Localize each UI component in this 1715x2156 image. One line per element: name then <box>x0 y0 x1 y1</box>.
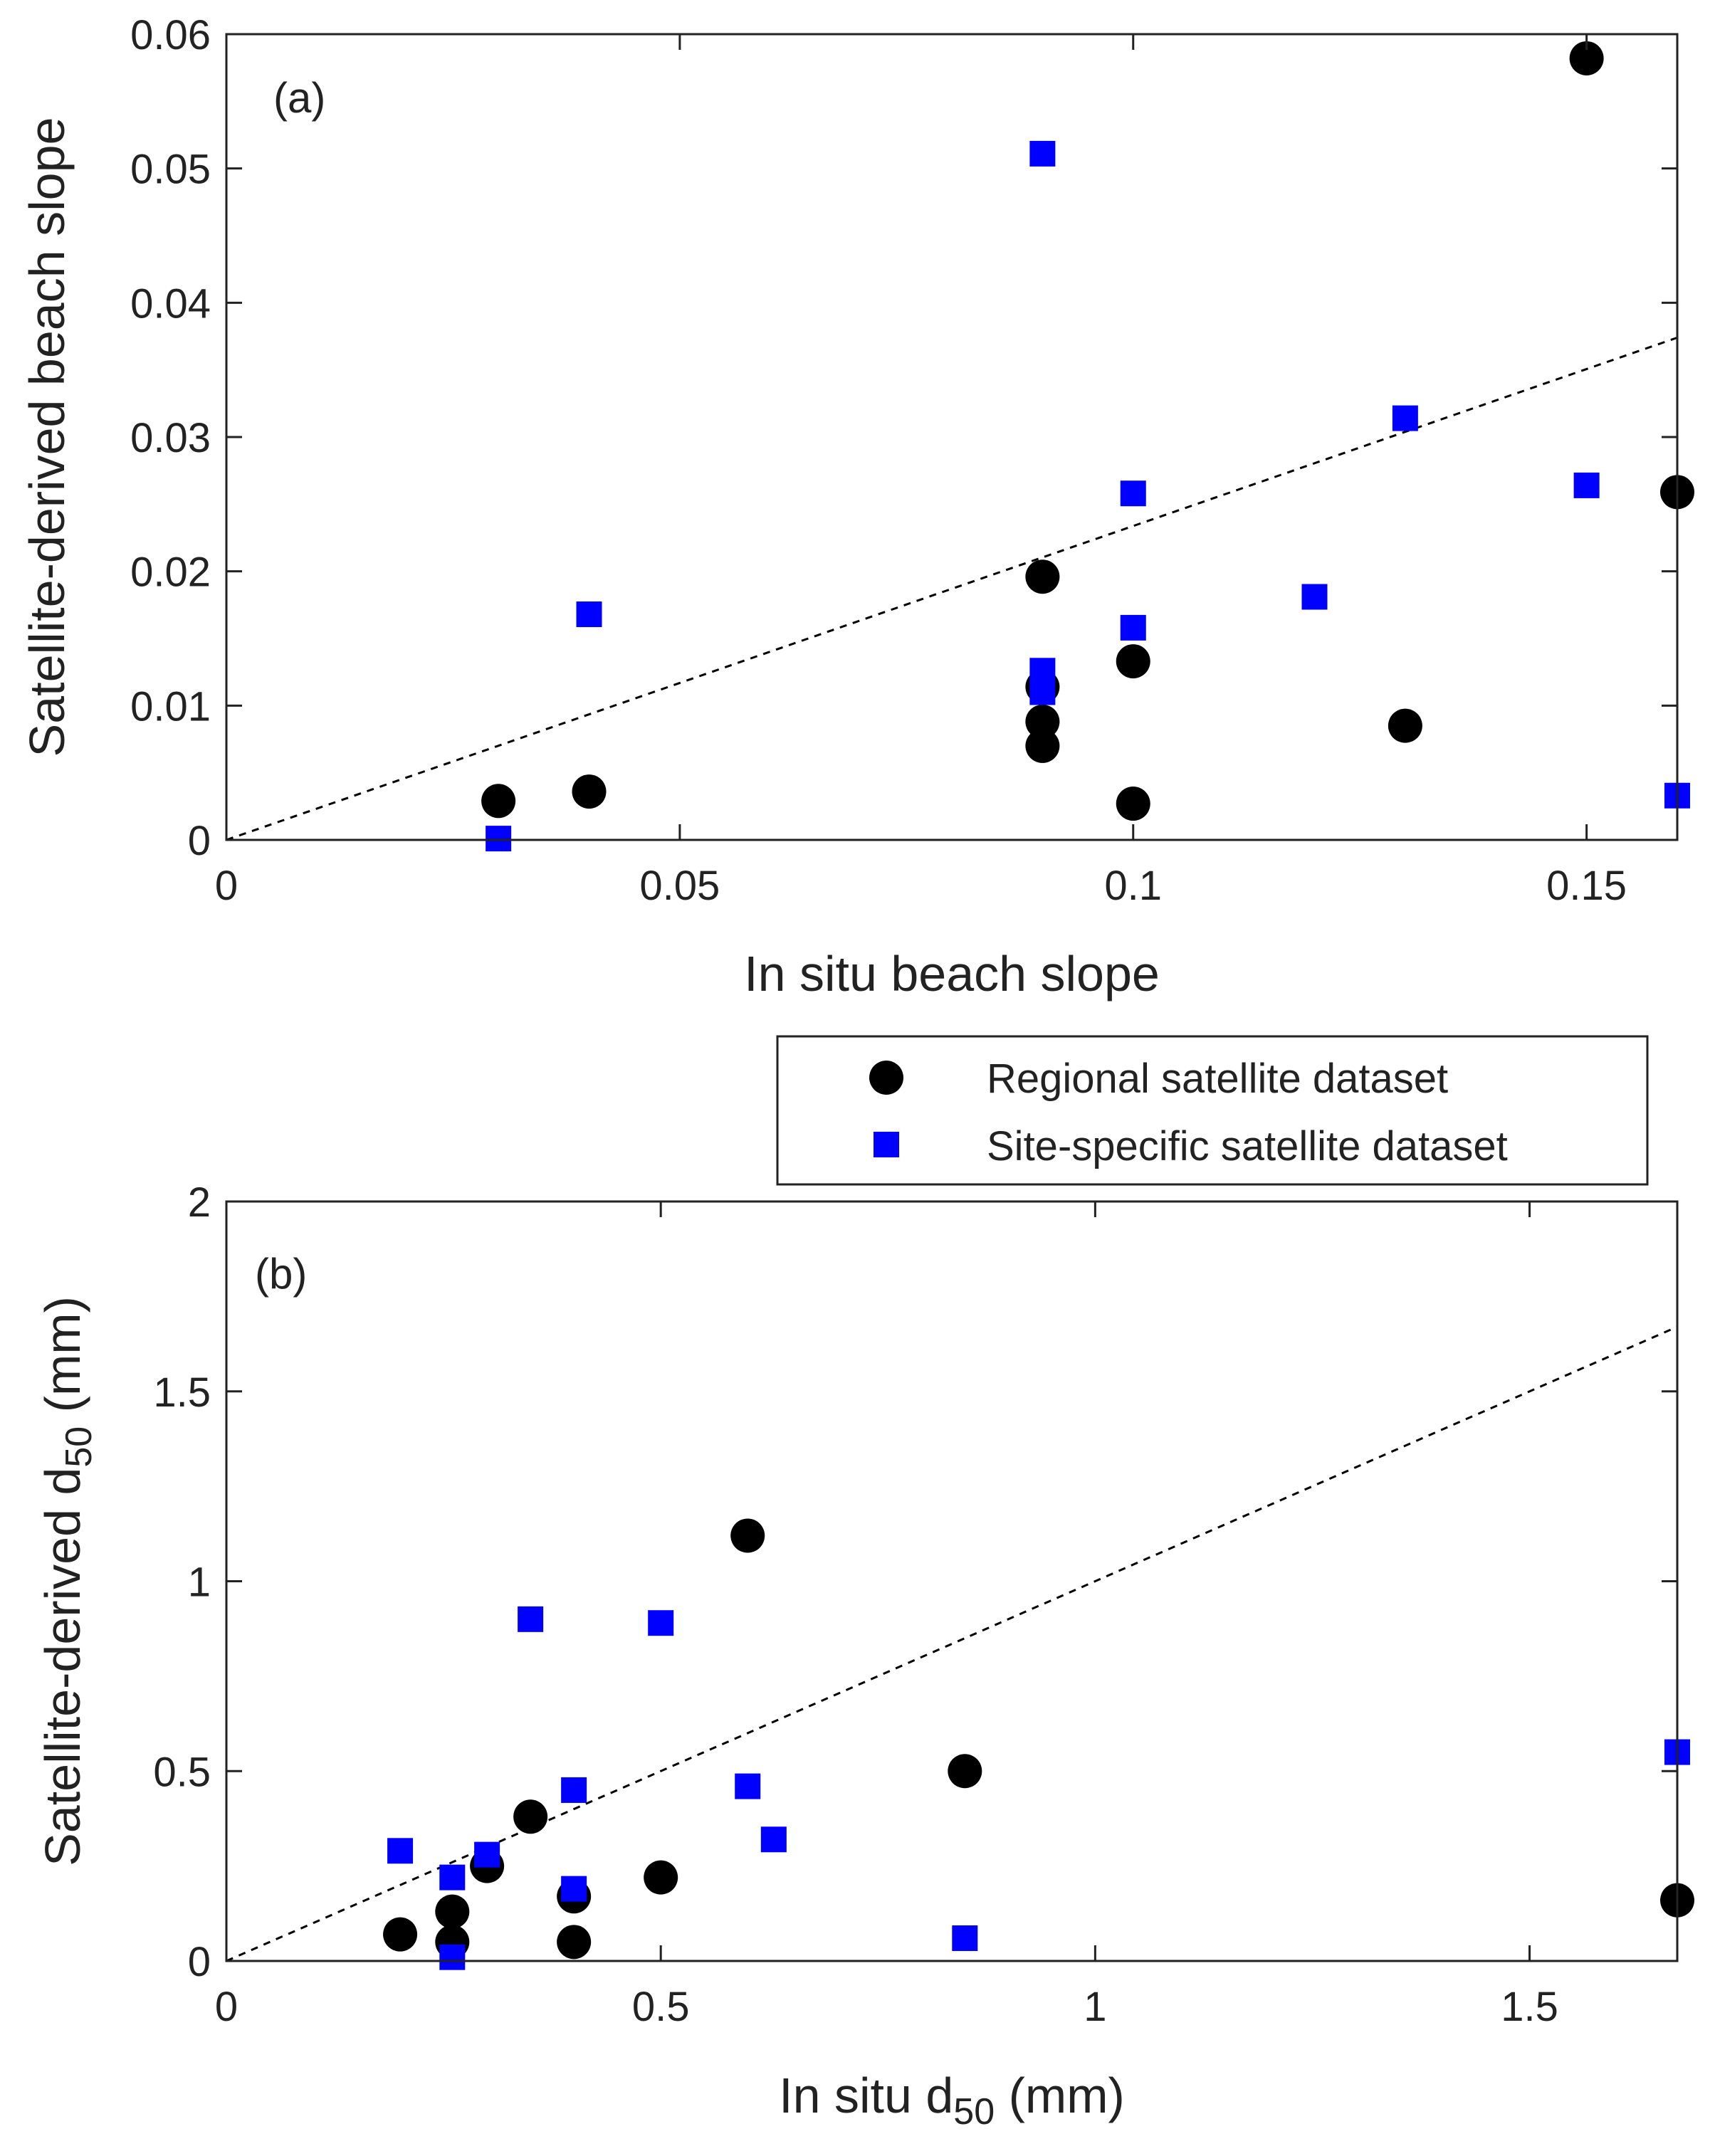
legend: Regional satellite dataset Site-specific… <box>776 1035 1649 1186</box>
panel-b-ytick-label-3: 1.5 <box>153 1369 211 1416</box>
panel-a-ytick-label-1: 0.01 <box>130 683 211 730</box>
panel-b-x-axis-title-units: (mm) <box>995 2068 1125 2123</box>
panel-b-label: (b) <box>255 1250 307 1298</box>
panel-a-label: (a) <box>273 74 325 122</box>
panel-a-site-specific-point-5 <box>1120 480 1146 507</box>
panel-a-regional-point-2 <box>1025 559 1060 594</box>
panel-a-site-specific-point-2 <box>1029 140 1056 167</box>
panel-b-y-axis-title-units: (mm) <box>35 1296 90 1426</box>
panel-b-x-axis-title: In situ d50 (mm) <box>779 2068 1125 2133</box>
panel-a-regional-point-4 <box>1025 704 1060 739</box>
panel-b-ytick-label-1: 0.5 <box>153 1749 211 1795</box>
panel-b-xtick-label-3: 1.5 <box>1501 1984 1558 2030</box>
panel-a-ytick-label-5: 0.05 <box>130 147 211 193</box>
legend-marker-site-specific <box>874 1132 899 1157</box>
legend-marker-regional <box>869 1061 903 1095</box>
panel-b-site-specific-point-5 <box>561 1777 587 1803</box>
panel-a-ytick-label-2: 0.02 <box>130 549 211 596</box>
panel-b-ytick-label-4: 2 <box>188 1179 211 1226</box>
panel-a-site-specific-point-8 <box>1392 405 1418 431</box>
panel-b-y-axis-title-text: Satellite-derived d <box>35 1468 90 1866</box>
panel-b-ytick-label-0: 0 <box>188 1939 211 1985</box>
legend-box <box>776 1035 1649 1186</box>
panel-a-y-axis-title: Satellite-derived beach slope <box>19 117 75 757</box>
panel-a-axes-box <box>225 33 1679 841</box>
panel-a-regional-point-9 <box>1569 41 1604 75</box>
panel-b-site-specific-point-0 <box>387 1838 414 1864</box>
panel-b-site-specific-point-4 <box>518 1606 544 1632</box>
panel-b-y-axis-title: Satellite-derived d50 (mm) <box>35 1296 100 1866</box>
panel-a-ytick-label-3: 0.03 <box>130 415 211 461</box>
panel-b-site-specific-point-10 <box>952 1925 978 1951</box>
panel-b-xtick-label-0: 0 <box>215 1984 238 2030</box>
panel-a-xtick-label-1: 0.05 <box>639 863 720 909</box>
panel-b-ytick-label-2: 1 <box>188 1560 211 1606</box>
panel-a-reference-line <box>226 336 1678 841</box>
panel-b-regional-point-7 <box>644 1860 678 1895</box>
panel-a-site-specific-point-7 <box>1301 584 1328 610</box>
panel-a-regional-point-5 <box>1025 728 1060 763</box>
panel-b-xtick-label-1: 0.5 <box>632 1984 690 2030</box>
panel-b-regional-point-0 <box>383 1917 418 1952</box>
panel-b-regional-point-4 <box>513 1799 548 1834</box>
panel-a-x-axis-title: In situ beach slope <box>744 946 1160 1001</box>
panel-b-site-specific-point-3 <box>474 1841 500 1868</box>
panel-a-xtick-label-0: 0 <box>215 863 238 909</box>
panel-b-site-specific-point-9 <box>760 1826 787 1853</box>
panel-b-y-axis-title-subscript: 50 <box>58 1426 100 1468</box>
panel-a-regional-point-6 <box>1116 644 1150 679</box>
panel-b-site-specific-point-7 <box>648 1610 674 1636</box>
panel-a-xtick-label-2: 0.1 <box>1104 863 1162 909</box>
panel-b-site-specific-point-6 <box>561 1876 587 1902</box>
panel-a-regional-point-1 <box>572 774 607 809</box>
panel-b-site-specific-point-2 <box>439 1944 466 1970</box>
panel-a-chart: 0 0.05 0.1 0.15 0 0.01 0.02 0.03 0.04 0.05 0.06 (a)… <box>19 12 1694 1001</box>
panel-b-xtick-label-2: 1 <box>1084 1984 1106 2030</box>
panel-b-site-specific-point-8 <box>735 1773 761 1799</box>
legend-label-site-specific: Site-specific satellite dataset <box>987 1123 1508 1169</box>
panel-b-chart: 0 0.5 1 1.500.511.52(b)In situ d50 (mm)Sate… <box>35 1179 1694 2133</box>
panel-a-site-specific-point-3 <box>1029 658 1056 684</box>
panel-b-x-axis-title-text: In situ d <box>779 2068 953 2123</box>
panel-b-axes-box <box>225 1200 1679 1962</box>
panel-a-site-specific-point-1 <box>576 601 602 628</box>
panel-a-regional-point-0 <box>481 784 516 819</box>
panel-b-x-axis-title-subscript: 50 <box>953 2091 995 2133</box>
panel-a-xtick-label-3: 0.15 <box>1546 863 1627 909</box>
panel-b-site-specific-point-1 <box>439 1864 466 1891</box>
panel-a-regional-point-7 <box>1116 787 1150 821</box>
panel-a-ytick-label-6: 0.06 <box>130 12 211 58</box>
panel-a-regional-point-8 <box>1388 708 1422 743</box>
legend-label-regional: Regional satellite dataset <box>987 1056 1448 1102</box>
panel-a-ytick-label-0: 0 <box>188 818 211 864</box>
panel-a-site-specific-point-6 <box>1120 614 1146 641</box>
panel-a-site-specific-point-4 <box>1029 679 1056 705</box>
panel-a-site-specific-point-9 <box>1573 472 1600 498</box>
panel-a-ytick-label-4: 0.04 <box>130 280 211 327</box>
panel-b-regional-point-8 <box>730 1518 765 1553</box>
panel-b-regional-point-1 <box>435 1894 470 1929</box>
panel-b-reference-line <box>226 1325 1678 1962</box>
panel-b-regional-point-6 <box>557 1925 592 1960</box>
panel-a-site-specific-point-0 <box>486 826 512 852</box>
panel-b-regional-point-9 <box>948 1754 982 1789</box>
